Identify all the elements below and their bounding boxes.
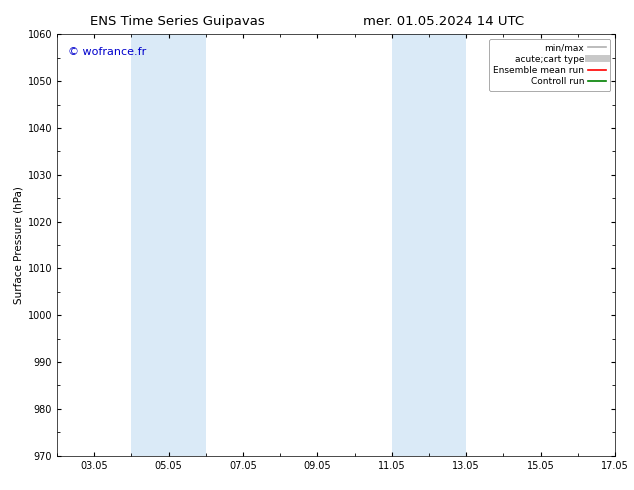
Legend: min/max, acute;cart type, Ensemble mean run, Controll run: min/max, acute;cart type, Ensemble mean … [489,39,611,91]
Bar [392,34,466,456]
Text: © wofrance.fr: © wofrance.fr [68,47,146,57]
Text: ENS Time Series Guipavas: ENS Time Series Guipavas [90,15,265,28]
Text: mer. 01.05.2024 14 UTC: mer. 01.05.2024 14 UTC [363,15,524,28]
Y-axis label: Surface Pressure (hPa): Surface Pressure (hPa) [13,186,23,304]
Bar [131,34,206,456]
